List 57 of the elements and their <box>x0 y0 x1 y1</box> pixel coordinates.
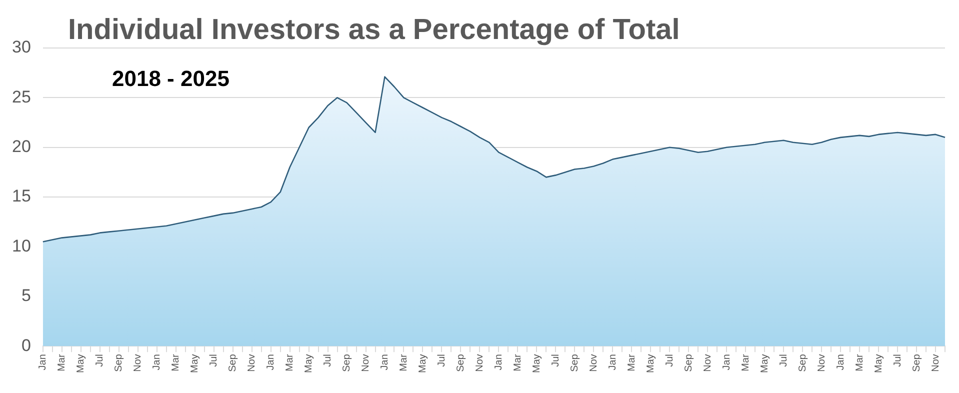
x-tick-label: May <box>417 354 428 374</box>
x-tick-label: Jan <box>38 354 49 370</box>
x-tick-label: Nov <box>246 354 258 372</box>
x-tick-label: Jul <box>322 354 334 367</box>
x-tick-label: Sep <box>911 354 922 372</box>
y-tick-label: 0 <box>21 336 31 355</box>
x-tick-label: Jul <box>436 354 448 367</box>
y-tick-label: 5 <box>21 286 31 306</box>
x-tick-label: Mar <box>740 353 752 372</box>
y-tick-label: 30 <box>12 38 31 57</box>
x-tick-label: Sep <box>228 354 239 372</box>
x-tick-label: Jan <box>380 354 391 370</box>
x-tick-label: Jul <box>892 354 904 367</box>
x-tick-label: May <box>531 354 542 374</box>
x-tick-label: Mar <box>854 353 866 372</box>
x-tick-label: Mar <box>56 353 68 372</box>
y-tick-label: 15 <box>12 186 31 206</box>
x-tick-label: Mar <box>398 353 410 372</box>
x-tick-label: Nov <box>132 354 144 372</box>
x-tick-label: Mar <box>284 353 296 372</box>
y-tick-label: 25 <box>12 87 31 106</box>
x-tick-label: Jan <box>607 354 618 370</box>
x-tick-label: Jul <box>778 354 790 367</box>
text: 2018 - 2025 <box>112 66 230 92</box>
x-tick-label: Mar <box>512 353 524 372</box>
x-tick-label: Sep <box>114 354 125 372</box>
x-tick-label: Nov <box>588 354 600 372</box>
x-tick-label: Mar <box>170 353 182 372</box>
x-tick-label: Nov <box>930 354 942 372</box>
x-tick-label: Sep <box>683 354 694 372</box>
y-tick-label: 10 <box>12 236 31 256</box>
x-tick-label: Jan <box>493 354 504 370</box>
x-tick-label: May <box>645 354 656 374</box>
x-tick-label: Mar <box>626 353 638 372</box>
x-tick-label: Sep <box>342 354 353 372</box>
y-tick-label: 20 <box>12 137 31 156</box>
x-tick-label: Nov <box>816 354 828 372</box>
x-tick-label: Nov <box>702 354 714 372</box>
x-tick-label: Jan <box>152 354 163 370</box>
x-tick-label: Sep <box>569 354 580 372</box>
x-tick-label: Jul <box>94 354 106 367</box>
x-tick-label: May <box>76 354 87 374</box>
x-tick-label: May <box>190 354 201 374</box>
x-tick-label: Sep <box>455 354 466 372</box>
x-tick-label: Jan <box>835 354 846 370</box>
x-tick-label: May <box>759 354 770 374</box>
x-tick-label: Jul <box>208 354 220 367</box>
x-tick-label: Nov <box>474 354 486 372</box>
x-tick-label: Jan <box>266 354 277 370</box>
x-tick-label: Sep <box>797 354 808 372</box>
x-tick-label: May <box>304 354 315 374</box>
x-tick-label: Jul <box>664 354 676 367</box>
x-tick-label: Jul <box>550 354 562 367</box>
x-tick-label: Nov <box>360 354 372 372</box>
chart-title: Individual Investors as a Percentage of Total <box>68 14 680 47</box>
x-tick-label: May <box>873 354 884 374</box>
x-tick-label: Jan <box>721 354 732 370</box>
